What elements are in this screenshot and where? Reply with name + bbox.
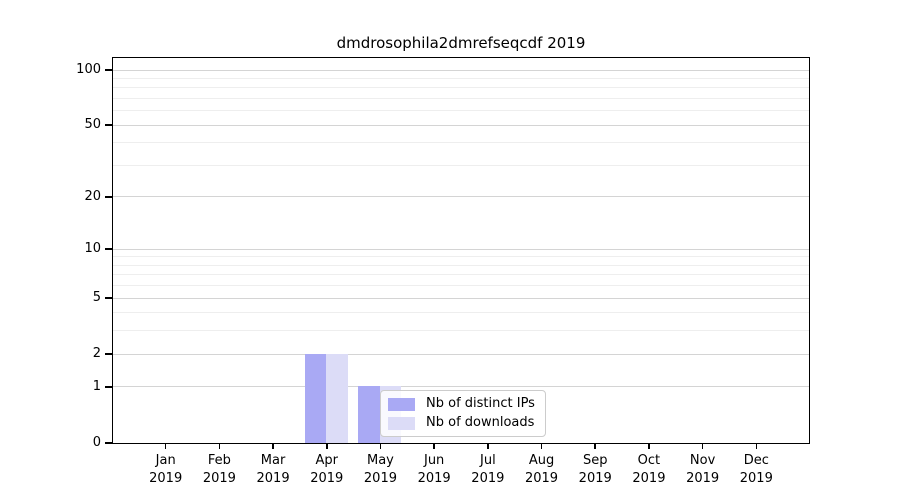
legend: Nb of distinct IPs Nb of downloads bbox=[380, 390, 546, 437]
chart-title: dmdrosophila2dmrefseqcdf 2019 bbox=[336, 34, 586, 52]
x-tick-label: Sep 2019 bbox=[578, 453, 612, 486]
y-tick-mark bbox=[105, 69, 112, 71]
x-tick-label: Jan 2019 bbox=[149, 453, 183, 486]
minor-gridline bbox=[113, 97, 809, 99]
y-tick-mark bbox=[105, 353, 112, 355]
distinct-ips-swatch-icon bbox=[388, 397, 415, 411]
x-tick-label: Feb 2019 bbox=[202, 453, 236, 486]
y-tick-mark bbox=[105, 124, 112, 126]
minor-gridline bbox=[113, 256, 809, 258]
y-tick-label: 20 bbox=[84, 188, 101, 204]
x-tick-mark bbox=[164, 444, 167, 449]
minor-gridline bbox=[113, 264, 809, 266]
bar-apr-downloads bbox=[326, 353, 348, 444]
x-tick-label: Jun 2019 bbox=[417, 453, 451, 486]
x-tick-label: Apr 2019 bbox=[310, 453, 344, 486]
x-tick-mark bbox=[326, 444, 328, 449]
x-tick-mark bbox=[594, 444, 596, 449]
minor-gridline bbox=[113, 87, 809, 89]
y-tick-label: 10 bbox=[84, 241, 101, 257]
y-tick-label: 100 bbox=[76, 62, 101, 77]
x-tick-mark bbox=[379, 444, 382, 449]
y-tick-mark bbox=[105, 386, 112, 388]
x-tick-label: Dec 2019 bbox=[739, 453, 773, 486]
legend-label: Nb of downloads bbox=[426, 415, 535, 430]
minor-gridline bbox=[113, 330, 809, 332]
legend-label: Nb of distinct IPs bbox=[426, 396, 535, 411]
x-tick-mark bbox=[701, 444, 704, 449]
major-gridline bbox=[113, 386, 809, 388]
legend-entry-downloads: Nb of downloads bbox=[388, 416, 537, 430]
y-tick-mark bbox=[105, 196, 112, 198]
major-gridline bbox=[113, 248, 809, 250]
y-tick-label: 0 bbox=[92, 435, 101, 450]
x-tick-mark bbox=[433, 444, 435, 449]
x-tick-label: May 2019 bbox=[363, 453, 397, 486]
major-gridline bbox=[113, 124, 809, 126]
legend-entry-distinct-ips: Nb of distinct IPs bbox=[388, 397, 537, 411]
y-tick-label: 1 bbox=[92, 378, 101, 394]
bar-may-distinct-ips bbox=[358, 386, 380, 444]
minor-gridline bbox=[113, 285, 809, 287]
x-tick-mark bbox=[540, 444, 543, 449]
y-tick-mark bbox=[105, 442, 112, 444]
minor-gridline bbox=[113, 164, 809, 166]
x-tick-mark bbox=[755, 444, 758, 449]
major-gridline bbox=[113, 196, 809, 198]
minor-gridline bbox=[113, 312, 809, 314]
y-tick-mark bbox=[105, 248, 112, 250]
x-tick-mark bbox=[218, 444, 221, 449]
x-tick-label: Mar 2019 bbox=[256, 453, 290, 486]
minor-gridline bbox=[113, 110, 809, 112]
y-tick-label: 5 bbox=[92, 290, 101, 306]
y-tick-label: 2 bbox=[92, 346, 101, 362]
x-tick-label: Aug 2019 bbox=[524, 453, 559, 486]
x-tick-mark bbox=[487, 444, 489, 449]
x-tick-label: Nov 2019 bbox=[686, 453, 720, 486]
major-gridline bbox=[113, 69, 809, 71]
minor-gridline bbox=[113, 274, 809, 276]
major-gridline bbox=[113, 353, 809, 355]
minor-gridline bbox=[113, 142, 809, 144]
major-gridline bbox=[113, 297, 809, 299]
x-tick-label: Oct 2019 bbox=[632, 453, 666, 486]
plot-area bbox=[112, 57, 810, 444]
bar-apr-distinct-ips bbox=[304, 353, 327, 444]
x-tick-mark bbox=[272, 444, 274, 449]
x-tick-mark bbox=[648, 444, 650, 449]
y-tick-label: 50 bbox=[84, 117, 101, 133]
y-tick-mark bbox=[105, 297, 112, 299]
x-tick-label: Jul 2019 bbox=[471, 453, 505, 486]
downloads-swatch-icon bbox=[388, 416, 415, 430]
minor-gridline bbox=[113, 77, 809, 79]
